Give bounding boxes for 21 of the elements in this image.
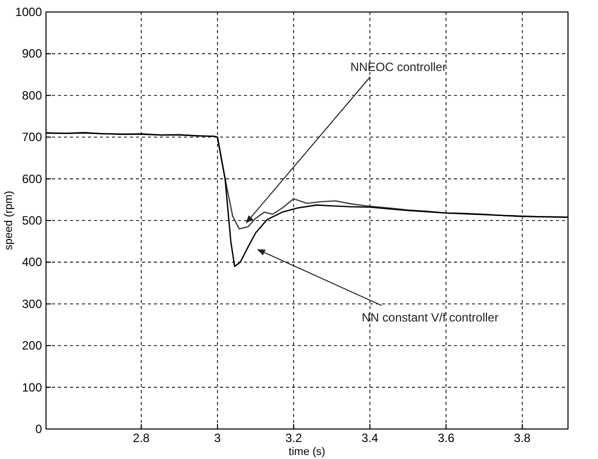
y-tick-label: 400 bbox=[22, 255, 42, 270]
y-tick-label: 300 bbox=[22, 296, 42, 311]
y-tick-label: 900 bbox=[22, 46, 42, 61]
annotation: NN constant V/f controller bbox=[362, 310, 498, 325]
x-tick-label: 3.4 bbox=[362, 431, 379, 445]
y-tick-label: 1000 bbox=[15, 5, 42, 19]
y-tick-label: 0 bbox=[35, 422, 42, 436]
annotation: NNEOC controller bbox=[350, 60, 446, 74]
y-tick-label: 700 bbox=[22, 130, 42, 144]
y-tick-label: 800 bbox=[22, 88, 42, 102]
x-tick-label: 2.8 bbox=[132, 431, 150, 445]
y-axis-title: speed (rpm) bbox=[3, 190, 15, 250]
x-axis-title: time (s) bbox=[288, 446, 326, 458]
y-tick-label: 100 bbox=[22, 380, 42, 394]
y-tick-label: 200 bbox=[22, 338, 42, 353]
y-tick-label: 500 bbox=[22, 214, 42, 228]
x-tick-label: 3.6 bbox=[438, 431, 455, 445]
x-tick-label: 3.2 bbox=[285, 431, 302, 445]
y-tick-label: 600 bbox=[22, 172, 42, 186]
x-tick-label: 3.8 bbox=[514, 431, 531, 445]
x-tick-label: 3 bbox=[214, 431, 222, 445]
